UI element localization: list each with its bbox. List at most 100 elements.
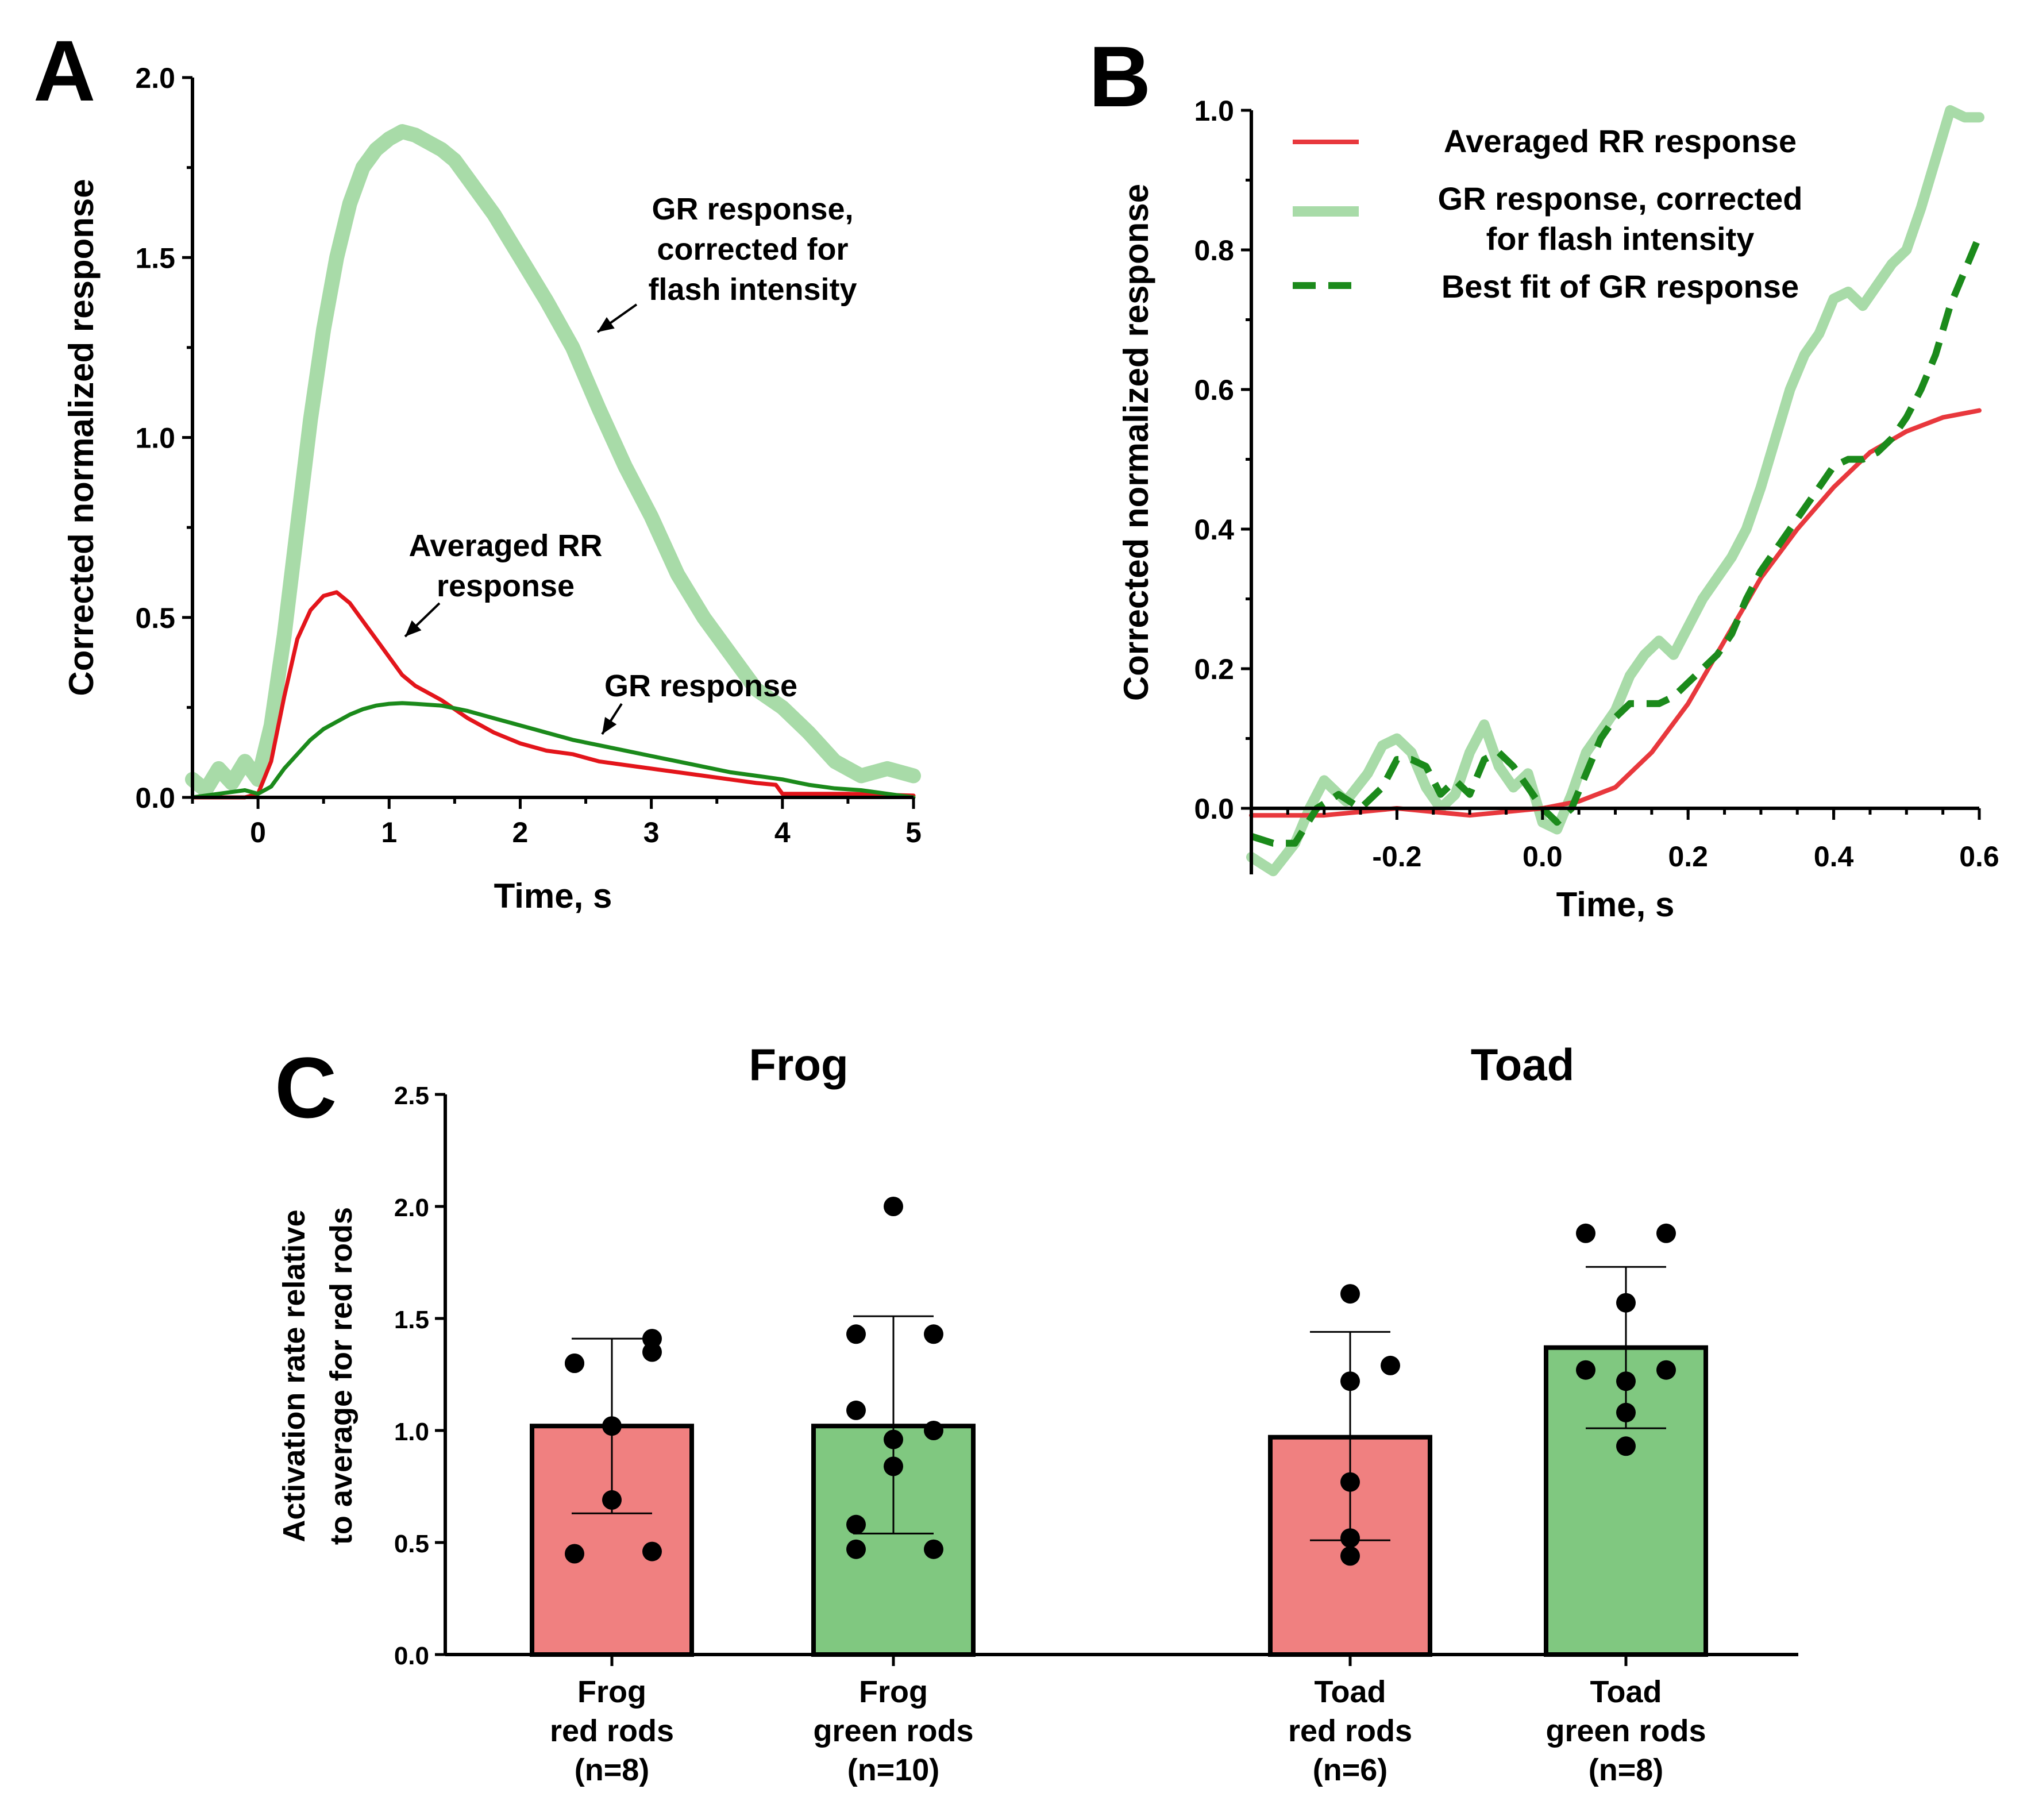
data-point-3-6	[1576, 1223, 1595, 1243]
data-point-1-5	[924, 1421, 943, 1440]
data-point-0-7	[642, 1329, 662, 1349]
bar-group-3	[1544, 1223, 1708, 1657]
data-point-1-1	[924, 1539, 943, 1559]
category-label-3-1: green rods	[1545, 1714, 1706, 1748]
data-point-0-5	[565, 1354, 584, 1373]
y-tick-label-3: 1.5	[135, 242, 175, 274]
series-line-0	[1246, 105, 1984, 877]
y-tick-label-0: 0.0	[135, 782, 175, 814]
data-point-1-4	[884, 1429, 903, 1449]
panel-letter-b: B	[1089, 28, 1151, 125]
group-title-toad: Toad	[1471, 1039, 1575, 1090]
y-tick-label-4: 0.8	[1194, 234, 1234, 267]
data-point-0-0	[565, 1544, 584, 1564]
data-point-2-5	[1340, 1284, 1360, 1304]
x-tick-label-0: -0.2	[1372, 840, 1421, 873]
data-point-1-7	[846, 1324, 866, 1344]
category-label-2-2: (n=6)	[1313, 1753, 1388, 1787]
y-axis-title-1: to average for red rods	[324, 1207, 359, 1545]
x-axis-title: Time, s	[494, 877, 612, 915]
y-tick-label-5: 1.0	[1194, 95, 1234, 127]
data-point-2-0	[1340, 1546, 1360, 1566]
y-tick-label-2: 1.0	[135, 422, 175, 454]
annotation-gr-corrected-0: GR response,	[652, 192, 853, 226]
y-tick-label-2: 0.4	[1194, 514, 1234, 546]
data-point-1-3	[884, 1456, 903, 1476]
annotation-gr-0: GR response	[604, 669, 797, 703]
y-tick-label-2: 1.0	[394, 1418, 429, 1446]
y-axis-title: Corrected normalized response	[1117, 184, 1155, 701]
y-tick-label-0: 0.0	[1194, 793, 1234, 825]
data-point-1-8	[924, 1324, 943, 1344]
y-tick-label-3: 0.6	[1194, 374, 1234, 406]
y-tick-label-1: 0.5	[394, 1530, 429, 1558]
y-tick-label-1: 0.2	[1194, 653, 1234, 685]
data-point-1-2	[846, 1514, 866, 1534]
panel-c: C Frog red rods (n=8) Frog green rods (n=10) To…	[275, 1039, 1798, 1787]
x-tick-label-4: 0.6	[1959, 840, 1999, 873]
data-point-3-3	[1576, 1360, 1595, 1380]
data-point-1-6	[846, 1400, 866, 1420]
data-point-0-6	[642, 1342, 662, 1362]
category-label-1-1: green rods	[813, 1714, 973, 1748]
y-axis-title-0: Activation rate relative	[277, 1209, 311, 1542]
group-title-frog: Frog	[749, 1039, 848, 1090]
category-label-1-2: (n=10)	[847, 1753, 940, 1787]
x-tick-label-1: 1	[381, 816, 397, 849]
series-line-0	[185, 124, 921, 798]
x-tick-label-3: 0.4	[1814, 840, 1854, 873]
x-tick-label-4: 4	[774, 816, 791, 849]
x-axis-title: Time, s	[1556, 885, 1675, 924]
category-label-0-1: red rods	[550, 1714, 674, 1748]
data-point-3-7	[1656, 1223, 1676, 1243]
data-point-3-2	[1616, 1371, 1636, 1391]
data-point-3-5	[1616, 1293, 1636, 1313]
data-point-2-3	[1340, 1371, 1360, 1391]
category-label-2-1: red rods	[1288, 1714, 1412, 1748]
legend: Averaged RR response GR response, correct…	[1293, 123, 1802, 304]
bar-group-1	[811, 1197, 976, 1657]
category-label-3-0: Toad	[1590, 1675, 1662, 1709]
x-tick-label-2: 0.2	[1668, 840, 1708, 873]
category-label-0-0: Frog	[577, 1675, 646, 1709]
category-label-1-0: Frog	[859, 1675, 928, 1709]
panel-letter-a: A	[33, 22, 95, 119]
y-tick-label-3: 1.5	[394, 1306, 429, 1334]
legend-label-0-0: Averaged RR response	[1444, 123, 1797, 159]
annotation-rr-0: Averaged RR	[408, 529, 602, 563]
annotation-gr-corrected-1: corrected for	[657, 232, 848, 267]
series-line-2	[1250, 234, 1983, 847]
series-line-1	[1249, 408, 1982, 818]
y-tick-label-5: 2.5	[394, 1082, 429, 1110]
data-point-0-3	[602, 1416, 622, 1436]
data-point-1-0	[846, 1539, 866, 1559]
y-tick-label-0: 0.0	[394, 1642, 429, 1670]
arrow-rr-head	[405, 620, 422, 637]
data-point-2-4	[1381, 1355, 1400, 1375]
x-tick-label-3: 3	[643, 816, 660, 849]
annotation-gr-corrected-2: flash intensity	[648, 272, 857, 307]
x-tick-label-5: 5	[905, 816, 922, 849]
arrow-gr-corrected-head	[598, 317, 615, 332]
data-point-3-1	[1616, 1402, 1636, 1422]
category-label-0-2: (n=8)	[575, 1753, 650, 1787]
annotation-rr-1: response	[437, 569, 575, 603]
y-tick-label-4: 2.0	[135, 62, 175, 94]
data-point-2-2	[1340, 1472, 1360, 1492]
data-point-2-1	[1340, 1528, 1360, 1548]
bar-0	[530, 1424, 694, 1657]
data-point-0-1	[642, 1541, 662, 1561]
arrow-gr-head	[602, 716, 617, 734]
y-tick-label-1: 0.5	[135, 602, 175, 634]
data-point-3-0	[1616, 1436, 1636, 1456]
x-tick-label-2: 2	[512, 816, 529, 849]
bar-group-0	[530, 1329, 694, 1657]
series-line-1	[190, 590, 916, 800]
panel-a: A 0.0 0.5 1.0 1.5 2.0 0 1 2 3 4 5 Time, s Corrected n…	[33, 22, 922, 915]
data-point-1-9	[884, 1197, 903, 1216]
data-point-0-2	[602, 1490, 622, 1510]
data-point-3-4	[1656, 1360, 1676, 1380]
bar-group-2	[1268, 1284, 1432, 1657]
legend-label-1-1: for flash intensity	[1486, 221, 1755, 257]
